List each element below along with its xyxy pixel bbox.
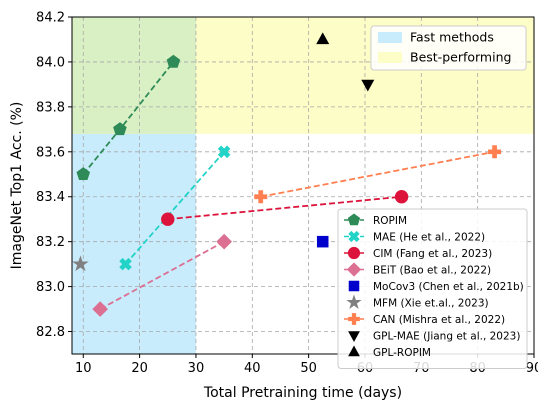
y-axis-label: ImageNet Top1 Acc. (%) [9,102,25,270]
y-tick-label: 83.0 [36,280,65,295]
y-tick-label: 83.8 [36,100,65,115]
legend-marker [348,230,360,243]
data-point [113,122,127,136]
series-can-mishra-et-al-2022 [254,145,502,204]
legend-marker [348,313,360,325]
data-point [394,190,409,204]
series-gpl-ropim [316,32,330,45]
x-tick-label: 10 [75,361,92,376]
data-point [119,257,132,271]
x-tick-label: 90 [526,361,538,376]
series-line [167,195,402,221]
y-tick-label: 82.8 [36,325,65,340]
legend-label: ROPIM [373,215,407,227]
legend-marker [347,213,361,226]
legend-label: CIM (Fang et al., 2023) [373,248,492,260]
data-point [316,235,329,248]
legend-label: CAN (Mishra et al., 2022) [373,314,505,326]
data-point [216,233,232,250]
data-point [488,145,502,159]
data-point [316,32,330,45]
data-point [254,190,268,204]
plot-frame [71,16,535,355]
series-gpl-mae-jiang-et-al-2023 [361,79,375,92]
data-point [76,167,91,181]
region-legend-box [370,25,527,71]
legend-marker [346,294,362,309]
legend-item-mae-he-et-al-2022: MAE (He et al., 2022) [344,230,485,244]
data-point [72,255,89,272]
series-line [99,240,225,310]
region-legend-label: Fast methods [410,30,494,45]
y-tick-label: 84.0 [36,55,65,70]
region-overlap [72,17,196,134]
legend-label: GPL-MAE (Jiang et al., 2023) [373,331,520,343]
legend-marker [346,262,362,277]
series-mfm-xie-et-al-2023 [72,255,89,272]
x-tick-label: 50 [300,361,317,376]
legend-label: BEiT (Bao et al., 2022) [373,265,491,277]
series-layer [72,32,502,317]
legend-marker [348,345,360,357]
y-tick-label: 83.4 [36,190,65,205]
y-tick-label: 83.6 [36,145,65,160]
data-point [361,79,375,92]
series-line [260,150,495,198]
legend-item-mocov3-chen-et-al-2021b: MoCov3 (Chen et al., 2021b) [348,280,524,293]
legend-label: MoCov3 (Chen et al., 2021b) [373,281,524,293]
series-legend-box [337,208,528,369]
legend-label: GPL-ROPIM [373,347,431,359]
region-swatch [378,32,402,43]
legend-item-gpl-ropim: GPL-ROPIM [348,345,431,359]
data-point [161,212,175,226]
legend-marker [348,331,360,342]
series-ropim [76,54,181,181]
y-tick-label: 83.2 [36,235,65,250]
data-point [92,301,109,317]
legend-marker [347,246,361,260]
series-cim-fang-et-al-2023 [161,190,409,226]
series-legend: ROPIM MAE (He et al., 2022) CIM (Fang et a… [337,208,528,369]
data-point [217,145,231,159]
legend-item-mfm-xie-et-al-2023: MFM (Xie et.al., 2023) [346,294,489,310]
region-swatch [378,52,402,63]
legend-marker [348,280,360,292]
y-tick-label: 84.2 [36,11,65,26]
legend-label: MFM (Xie et.al., 2023) [373,298,489,310]
series-mocov3-chen-et-al-2021b [316,235,329,248]
x-axis-label: Total Pretraining time (days) [203,385,402,401]
legend-item-gpl-mae-jiang-et-al-2023: GPL-MAE (Jiang et al., 2023) [348,331,520,343]
legend-item-cim-fang-et-al-2023: CIM (Fang et al., 2023) [344,246,492,260]
legend-label: MAE (He et al., 2022) [373,232,485,244]
data-point [166,54,181,68]
series-mae-he-et-al-2022 [119,145,231,271]
series-beit-bao-et-al-2022 [92,233,232,317]
legend-item-ropim: ROPIM [344,213,407,227]
legend-item-can-mishra-et-al-2022: CAN (Mishra et al., 2022) [344,313,505,326]
region-legend: Fast methods Best-performing [370,25,527,71]
series-line [124,151,225,265]
legend-item-beit-bao-et-al-2022: BEiT (Bao et al., 2022) [344,262,491,277]
x-tick-label: 20 [131,361,148,376]
x-tick-label: 30 [188,361,205,376]
x-tick-label: 40 [244,361,261,376]
region-legend-label: Best-performing [410,50,511,65]
